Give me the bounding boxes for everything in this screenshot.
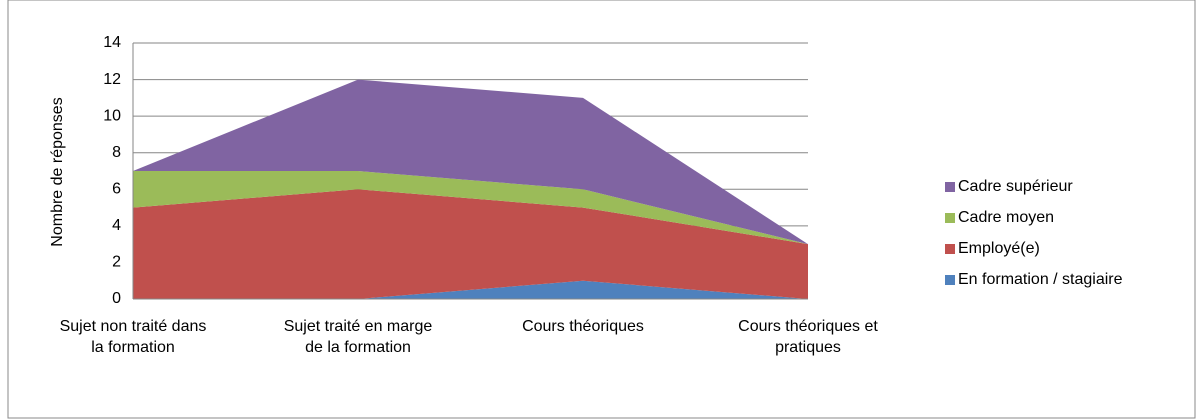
legend-swatch [945, 275, 955, 285]
x-tick-label: Sujet non traité dans la formation [59, 318, 207, 356]
y-tick-label: 8 [112, 144, 121, 161]
legend-label: Cadre supérieur [958, 178, 1073, 195]
y-tick-label: 10 [103, 107, 121, 124]
area [133, 171, 808, 245]
area [133, 79, 808, 245]
frame-border [7, 0, 1196, 419]
legend-swatch [945, 244, 955, 254]
x-tick-label: Cours théoriques et pratiques [738, 318, 878, 356]
y-tick-label: 4 [112, 217, 121, 234]
x-tick-label: Cours théoriques [522, 318, 644, 335]
y-axis-label: Nombre de réponses [49, 97, 66, 246]
area [133, 189, 808, 299]
legend-label: Employé(e) [958, 240, 1040, 257]
x-tick-label: Sujet traité en marge de la formation [283, 318, 433, 356]
y-tick-label: 14 [103, 34, 121, 51]
y-tick-label: 0 [112, 290, 121, 307]
legend-label: En formation / stagiaire [958, 271, 1123, 288]
y-tick-label: 12 [103, 71, 121, 88]
legend-swatch [945, 182, 955, 192]
y-tick-label: 6 [112, 181, 121, 198]
y-tick-label: 2 [112, 254, 121, 271]
legend-swatch [945, 213, 955, 223]
legend-label: Cadre moyen [958, 209, 1054, 226]
